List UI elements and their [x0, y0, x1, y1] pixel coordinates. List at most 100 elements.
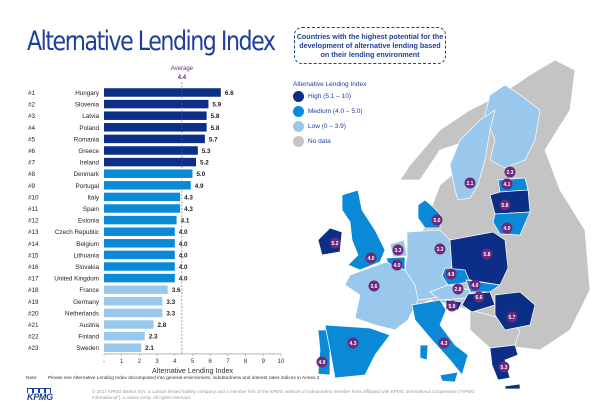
- map-value-bubble: [498, 361, 510, 373]
- bar: [104, 227, 175, 236]
- legend-item-nodata: No data: [293, 134, 366, 148]
- map-finland: [484, 84, 541, 169]
- map-crete: [504, 383, 521, 390]
- category-label: Denmark: [73, 171, 99, 178]
- map-value-bubble: [499, 199, 511, 211]
- map-value-label: 4.0: [394, 263, 401, 269]
- map-value-bubble: [464, 177, 476, 189]
- bar: [104, 273, 175, 283]
- x-tick-label: 4: [173, 359, 177, 365]
- bar: [104, 215, 177, 225]
- rank-label: #1: [28, 90, 36, 97]
- bar: [104, 320, 154, 329]
- value-label: 6.6: [225, 90, 234, 97]
- note-text: Please see Alternative Lending Index dec…: [48, 376, 320, 381]
- map-latvia: [489, 189, 531, 215]
- note-label: Note:: [26, 376, 38, 381]
- map-value-bubble: [316, 356, 328, 368]
- category-label: Czech Republic: [55, 229, 99, 236]
- map-sweden: [449, 109, 496, 201]
- map-value-label: 4.3: [441, 341, 448, 347]
- bar-chart: #1 Hungary 6.6 #2 Slovenia 5.9 #3 Latvia 5.8 #4 Po…: [28, 66, 285, 375]
- legend-label: High (5.1 – 10): [308, 92, 351, 100]
- value-label: 2.3: [149, 334, 158, 341]
- category-label: Ireland: [80, 160, 100, 167]
- map-value-bubble: [347, 337, 359, 349]
- value-label: 3.6: [172, 287, 181, 294]
- rank-label: #12: [28, 218, 39, 225]
- rank-label: #13: [28, 229, 39, 236]
- map-value-label: 5.7: [509, 315, 516, 321]
- value-label: 4.0: [179, 264, 188, 271]
- legend-item-low: Low (0 – 3.9): [293, 119, 366, 133]
- bar: [104, 88, 221, 97]
- value-label: 5.0: [197, 171, 206, 178]
- map-italy: [411, 299, 469, 376]
- rank-label: #7: [28, 160, 36, 167]
- category-label: Belgium: [76, 241, 99, 248]
- rank-label: #2: [28, 102, 36, 109]
- legend-label: No data: [308, 137, 331, 145]
- value-label: 2.1: [145, 345, 154, 352]
- value-label: 4.3: [184, 194, 193, 201]
- rank-label: #17: [28, 276, 39, 283]
- map-value-label: 3.6: [371, 284, 378, 290]
- value-label: 3.3: [166, 310, 175, 317]
- legend-swatch: [293, 120, 304, 132]
- legend-swatch: [293, 135, 304, 147]
- category-label: Germany: [73, 299, 100, 306]
- copyright: © 2017 KPMG Baltics SIA, a Latvian limit…: [92, 389, 475, 400]
- value-label: 5.7: [209, 136, 218, 143]
- value-label: 4.3: [184, 206, 193, 213]
- value-label: 5.8: [211, 125, 220, 132]
- category-label: Sweden: [76, 345, 99, 352]
- map-value-label: 5.8: [502, 203, 509, 209]
- map-value-label: 2.3: [507, 170, 514, 176]
- category-label: Netherlands: [65, 310, 99, 317]
- legend-title: Alternative Lending Index: [293, 81, 367, 88]
- rank-label: #16: [28, 264, 39, 271]
- rank-label: #15: [28, 252, 39, 259]
- x-tick-label: 5: [191, 359, 195, 365]
- rank-label: #14: [28, 241, 39, 248]
- map-value-bubble: [445, 268, 457, 280]
- map-value-bubble: [329, 237, 341, 249]
- map-value-bubble: [434, 243, 446, 255]
- bar: [104, 146, 198, 155]
- category-label: Spain: [83, 206, 100, 213]
- map-sicily: [439, 371, 459, 383]
- category-label: Romania: [74, 136, 100, 143]
- bar: [104, 181, 191, 190]
- map-value-label: 5.3: [501, 365, 508, 371]
- map-value-bubble: [501, 178, 513, 190]
- rank-label: #9: [28, 183, 36, 190]
- x-tick-label: 2: [138, 359, 142, 365]
- rank-label: #5: [28, 136, 36, 143]
- map-value-bubble: [481, 248, 493, 260]
- x-tick-label: 10: [278, 359, 285, 365]
- map-value-bubble: [506, 311, 518, 323]
- map-value-bubble: [473, 291, 485, 303]
- map-value-label: 4.3: [350, 341, 357, 347]
- map-value-label: 5.8: [484, 252, 491, 258]
- map-value-bubble: [446, 300, 458, 312]
- map-value-bubble: [501, 222, 513, 234]
- map-romania: [494, 291, 536, 331]
- map-value-label: 2.8: [455, 287, 462, 293]
- value-label: 5.2: [200, 160, 209, 167]
- bar: [104, 250, 175, 260]
- legend-label: Low (0 – 3.9): [308, 122, 346, 130]
- value-label: 5.3: [202, 148, 211, 155]
- rank-label: #8: [28, 171, 36, 178]
- map-value-label: 3.3: [395, 248, 402, 254]
- bar: [104, 308, 163, 318]
- map-value-label: 4.0: [472, 283, 479, 289]
- bar: [104, 285, 168, 294]
- rank-label: #10: [28, 194, 39, 201]
- legend-item-high: High (5.1 – 10): [293, 89, 366, 103]
- category-label: Latvia: [82, 113, 99, 120]
- bar: [104, 331, 145, 341]
- legend-swatch: [293, 90, 304, 102]
- value-label: 4.0: [179, 229, 188, 236]
